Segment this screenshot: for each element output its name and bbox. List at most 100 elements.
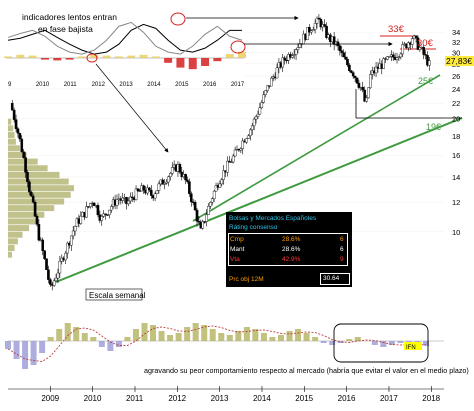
inset-histogram-bar (201, 58, 210, 66)
candle-body (414, 35, 418, 38)
y-tick-label: 26 (452, 72, 460, 81)
relative-strength-bar (56, 329, 63, 341)
candle-body (319, 19, 323, 28)
volume-profile-bar (8, 191, 71, 198)
candle-body (184, 174, 187, 181)
inset-histogram-bar (114, 56, 123, 58)
candle-body (205, 214, 208, 222)
inset-highlight-2012 (86, 53, 98, 63)
volume-profile-bar (8, 145, 20, 152)
candle-body (52, 280, 56, 286)
candle-body (397, 56, 401, 58)
candle-body (353, 75, 357, 79)
inset-histogram-bar (4, 56, 12, 58)
y-tick-label: 30 (452, 49, 460, 58)
x-tick-label: 2011 (126, 394, 144, 403)
inset-x-tick-label: 2011 (64, 82, 78, 88)
relative-strength-bar (175, 333, 182, 341)
relative-strength-bar (226, 335, 233, 341)
candle-body (58, 261, 62, 274)
y-tick-label: 32 (452, 38, 460, 47)
relative-strength-bar (423, 341, 429, 346)
candle-body (16, 128, 20, 134)
consensus-title: Bolsas y Mercados Españoles (229, 215, 317, 222)
volume-profile-bar (8, 138, 16, 145)
candle-body (256, 113, 260, 117)
price-label-33: 33€ (388, 24, 405, 35)
relative-strength-bar (192, 323, 199, 341)
candle-body (252, 118, 256, 127)
candle-body (45, 258, 48, 270)
candle-body (157, 183, 161, 191)
mant-pct: 28.6% (282, 246, 301, 253)
candle-body (222, 170, 225, 180)
relative-strength-bar (243, 327, 250, 341)
volume-profile-bar (8, 225, 30, 232)
inset-histogram-bar (53, 58, 62, 61)
relative-strength-panel: IFN (5, 323, 444, 369)
inset-histogram-bar (127, 55, 136, 58)
candle-body (20, 138, 24, 152)
candle-body (87, 206, 90, 208)
cmp-count: 6 (340, 236, 344, 243)
candle-body (142, 185, 145, 191)
candle-body (374, 66, 378, 74)
candle-body (349, 70, 353, 73)
inset-x-axis: 9 2010 2011 2012 2013 2014 2015 2016 2017 (8, 82, 245, 88)
relative-strength-bar (209, 329, 216, 341)
candle-body (28, 181, 31, 193)
inset-highlight-top (170, 12, 186, 26)
volume-profile-bar (8, 218, 36, 225)
candle-body (231, 155, 235, 163)
recent-period-box (333, 323, 429, 363)
candle-body (233, 149, 237, 157)
mant-count: 6 (340, 246, 344, 253)
relative-strength-bar (47, 337, 54, 341)
candle-body (407, 42, 410, 49)
scale-note-box (85, 288, 143, 301)
volume-profile-bar (8, 125, 14, 132)
vta-label: Vta (230, 256, 240, 263)
price-label-30: 30€ (417, 38, 434, 49)
candle-body (395, 57, 399, 60)
x-tick-label: 2016 (338, 394, 356, 403)
candle-body (294, 49, 298, 55)
candle-body (266, 85, 269, 91)
volume-profile-bar (8, 231, 23, 238)
relative-strength-bar (346, 339, 353, 341)
annotation-title-line1: indicadores lentos entran (22, 12, 117, 22)
candle-body (149, 189, 153, 196)
y-tick-label: 16 (452, 151, 460, 160)
candle-body (391, 54, 395, 58)
relative-strength-bar (235, 331, 242, 341)
candle-body (344, 56, 347, 60)
candle-body (193, 202, 197, 211)
volume-profile-bar (8, 132, 15, 138)
candle-body (47, 269, 50, 280)
inset-histogram-bar (139, 54, 148, 58)
candle-body (210, 198, 214, 203)
volume-profile-bar (8, 165, 48, 172)
inset-x-tick-label: 2010 (36, 82, 50, 88)
annotation-title-line2: en fase bajista (38, 24, 93, 34)
relative-strength-bar (81, 333, 88, 341)
candle-body (29, 191, 33, 197)
inset-histogram-bar (151, 56, 160, 58)
y-tick-label: 10 (452, 228, 460, 237)
candle-body (309, 30, 313, 33)
x-tick-label: 2010 (84, 394, 102, 403)
relative-strength-bar (107, 341, 114, 351)
relative-strength-bar (124, 337, 131, 341)
inset-histogram-bar (225, 54, 234, 58)
candle-body (49, 279, 52, 285)
inset-fast-line (7, 21, 243, 55)
y-tick-label: 20 (452, 115, 460, 124)
volume-profile-bar (8, 251, 12, 258)
inset-x-tick-label: 2012 (92, 82, 106, 88)
bottom-annotation: agravando su peor comportamiento respect… (144, 366, 469, 375)
relative-strength-bar (98, 341, 105, 347)
inset-histogram (4, 51, 246, 70)
y-tick-label: 24 (452, 85, 460, 94)
